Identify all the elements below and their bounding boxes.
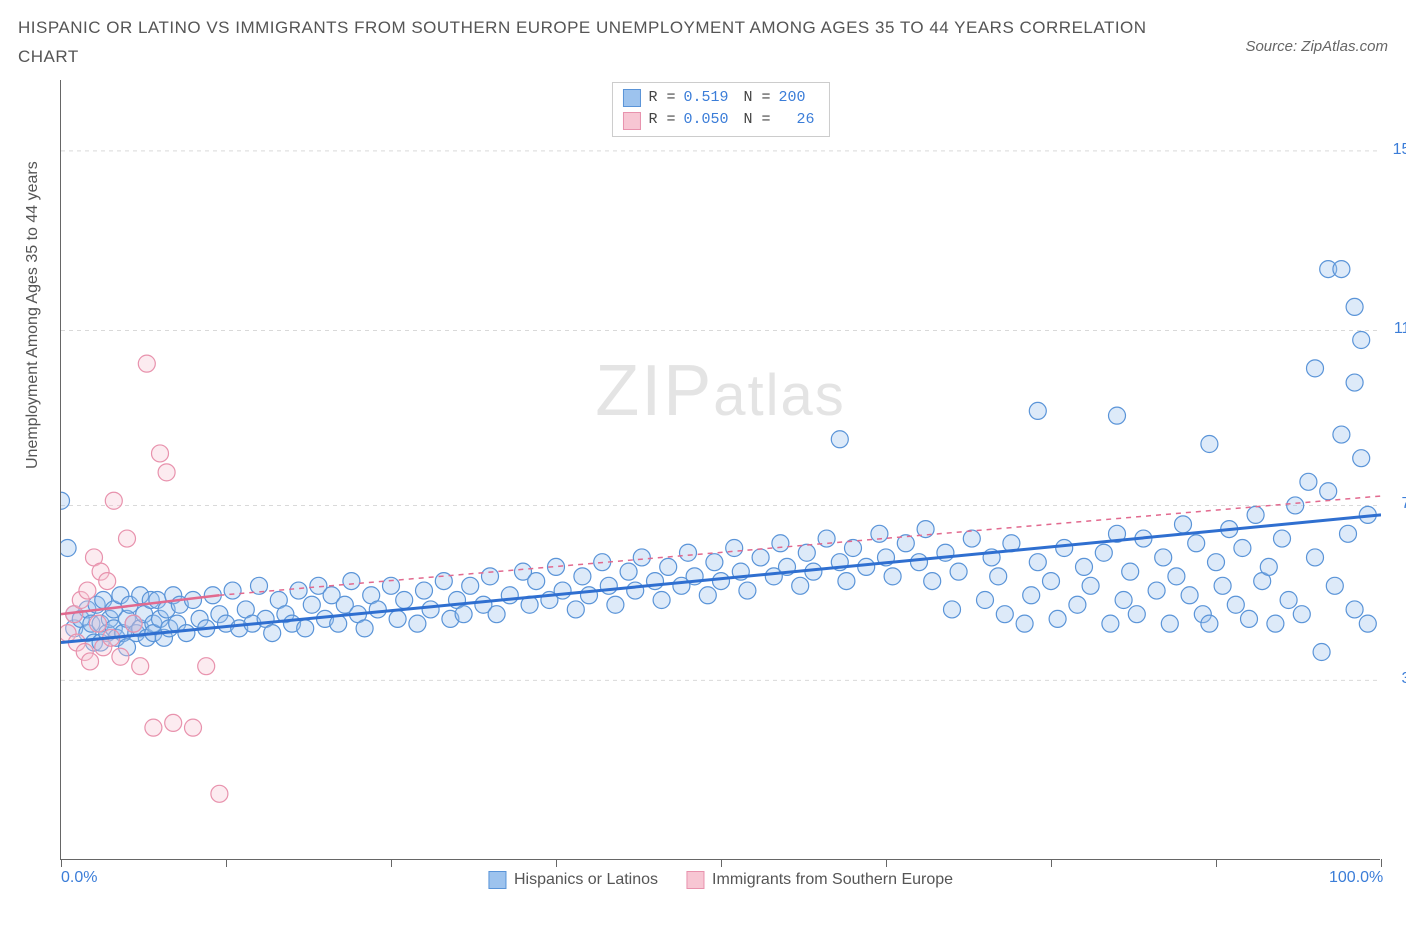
y-tick-label: 15.0% (1393, 141, 1406, 159)
x-tick-mark (226, 859, 227, 867)
x-tick-mark (1216, 859, 1217, 867)
r-label: R = (648, 87, 675, 110)
legend-swatch (686, 871, 704, 889)
n-value: 26 (779, 109, 815, 132)
x-tick-mark (886, 859, 887, 867)
y-tick-label: 11.2% (1394, 320, 1406, 338)
y-tick-label: 7.5% (1402, 495, 1406, 513)
stats-row: R = 0.050 N = 26 (622, 109, 814, 132)
r-label: R = (648, 109, 675, 132)
n-label: N = (743, 109, 770, 132)
y-tick-label: 3.8% (1402, 670, 1406, 688)
stats-row: R = 0.519 N = 200 (622, 87, 814, 110)
source-attribution: Source: ZipAtlas.com (1245, 38, 1388, 55)
x-tick-label: 0.0% (61, 869, 97, 887)
legend-swatch (622, 112, 640, 130)
x-tick-mark (391, 859, 392, 867)
legend-label: Hispanics or Latinos (514, 871, 658, 889)
n-label: N = (743, 87, 770, 110)
x-tick-mark (1381, 859, 1382, 867)
x-tick-mark (721, 859, 722, 867)
legend-item: Immigrants from Southern Europe (686, 871, 953, 889)
x-tick-mark (556, 859, 557, 867)
plot-svg (61, 80, 1381, 860)
scatter-plot: Unemployment Among Ages 35 to 44 years Z… (60, 80, 1380, 860)
legend-swatch (622, 89, 640, 107)
n-value: 200 (779, 87, 806, 110)
r-value: 0.519 (683, 87, 735, 110)
legend-swatch (488, 871, 506, 889)
r-value: 0.050 (683, 109, 735, 132)
correlation-stats-box: R = 0.519 N = 200 R = 0.050 N = 26 (611, 82, 829, 137)
series-legend: Hispanics or Latinos Immigrants from Sout… (488, 871, 953, 889)
x-tick-mark (1051, 859, 1052, 867)
y-axis-label: Unemployment Among Ages 35 to 44 years (24, 162, 42, 470)
chart-title: HISPANIC OR LATINO VS IMMIGRANTS FROM SO… (18, 14, 1168, 72)
legend-item: Hispanics or Latinos (488, 871, 658, 889)
legend-label: Immigrants from Southern Europe (712, 871, 953, 889)
x-tick-label: 100.0% (1329, 869, 1383, 887)
x-tick-mark (61, 859, 62, 867)
